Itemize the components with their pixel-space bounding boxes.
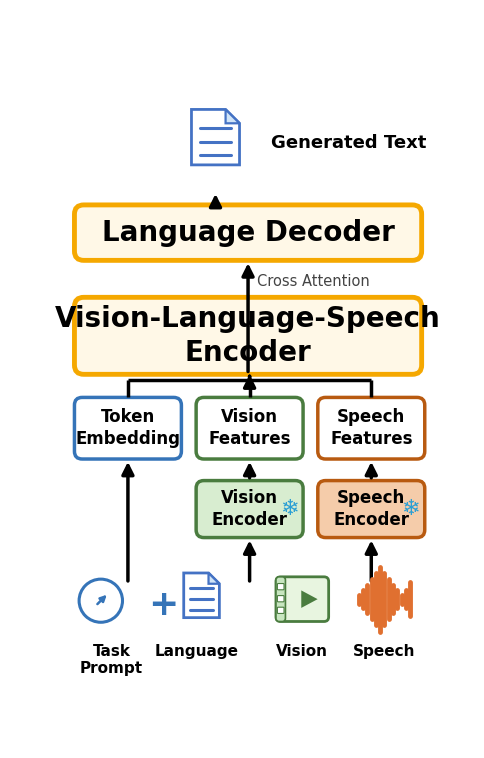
FancyBboxPatch shape: [276, 577, 329, 622]
Text: +: +: [149, 588, 179, 622]
Text: Cross Attention: Cross Attention: [257, 274, 370, 290]
FancyBboxPatch shape: [277, 584, 284, 590]
FancyBboxPatch shape: [277, 596, 284, 602]
Text: Generated Text: Generated Text: [272, 134, 427, 152]
FancyBboxPatch shape: [318, 397, 425, 459]
FancyBboxPatch shape: [276, 577, 286, 622]
Text: Vision: Vision: [276, 644, 328, 659]
Text: Language: Language: [154, 644, 238, 659]
FancyBboxPatch shape: [277, 607, 284, 613]
Text: Vision
Features: Vision Features: [208, 408, 291, 448]
Text: ❄: ❄: [402, 499, 420, 519]
Polygon shape: [184, 573, 219, 618]
FancyBboxPatch shape: [318, 481, 425, 537]
Circle shape: [79, 579, 122, 622]
Text: Vision
Encoder: Vision Encoder: [212, 489, 287, 529]
FancyBboxPatch shape: [75, 205, 422, 260]
Text: Speech
Encoder: Speech Encoder: [333, 489, 409, 529]
Text: ❄: ❄: [280, 499, 299, 519]
Polygon shape: [226, 109, 240, 124]
Text: Language Decoder: Language Decoder: [102, 218, 394, 246]
FancyBboxPatch shape: [196, 481, 303, 537]
Polygon shape: [192, 109, 240, 165]
Text: Token
Embedding: Token Embedding: [76, 408, 181, 448]
FancyBboxPatch shape: [196, 397, 303, 459]
Text: Vision-Language-Speech
Encoder: Vision-Language-Speech Encoder: [55, 305, 441, 367]
FancyBboxPatch shape: [75, 297, 422, 374]
Polygon shape: [301, 590, 318, 608]
FancyBboxPatch shape: [75, 397, 182, 459]
Polygon shape: [209, 573, 219, 584]
Text: Speech: Speech: [353, 644, 416, 659]
Text: Task
Prompt: Task Prompt: [80, 644, 143, 676]
Text: Speech
Features: Speech Features: [330, 408, 412, 448]
